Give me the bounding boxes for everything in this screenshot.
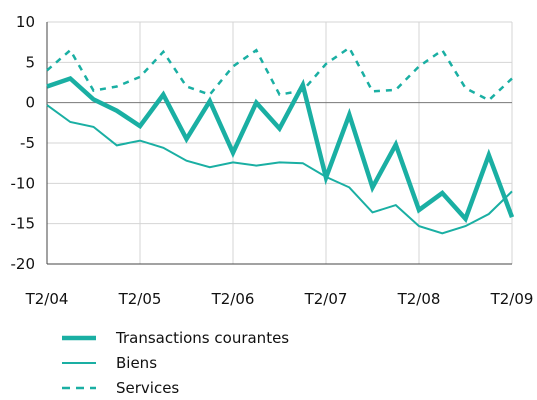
x-tick-label: T2/06: [211, 290, 255, 308]
y-tick-label: 5: [25, 53, 35, 71]
series-line-1: [46, 104, 513, 235]
chart: 10 5 0 -5 -10 -15 -20 T2/04 T2/05 T2/06 T2/07 T2/08…: [11, 13, 534, 308]
y-tick-label: 0: [25, 94, 35, 112]
x-tick-label: T2/05: [118, 290, 162, 308]
legend-item-2: Services: [62, 375, 289, 400]
legend-swatch-0: [62, 335, 96, 340]
grid: [46, 21, 513, 265]
axes: [46, 22, 512, 265]
x-tick-label: T2/09: [490, 290, 534, 308]
series-line-2: [46, 45, 513, 102]
legend-label-1: Biens: [116, 353, 158, 372]
y-tick-label: -20: [11, 255, 36, 273]
x-tick-label: T2/04: [25, 290, 69, 308]
y-tick-label: -10: [11, 174, 36, 192]
legend-swatch-1: [62, 361, 96, 364]
x-tick-label: T2/07: [304, 290, 348, 308]
legend-item-1: Biens: [62, 350, 289, 375]
y-tick-label: -15: [11, 215, 36, 233]
series-lines: [46, 45, 515, 235]
y-tick-label: 10: [16, 13, 35, 31]
y-tick-label: -5: [20, 134, 35, 152]
x-tick-label: T2/08: [397, 290, 441, 308]
legend-item-0: Transactions courantes: [62, 325, 289, 350]
legend-label-2: Services: [116, 378, 180, 397]
series-line-0: [46, 75, 515, 224]
legend-label-0: Transactions courantes: [116, 328, 290, 347]
legend-swatch-2: [62, 386, 96, 389]
tick-labels: 10 5 0 -5 -10 -15 -20 T2/04 T2/05 T2/06 T2/07 T2/08…: [11, 13, 534, 308]
legend: Transactions courantes Biens Services: [62, 325, 289, 400]
